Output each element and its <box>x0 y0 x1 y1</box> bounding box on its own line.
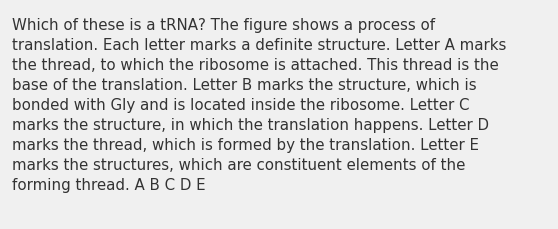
Text: Which of these is a tRNA? The figure shows a process of
translation. Each letter: Which of these is a tRNA? The figure sho… <box>12 18 506 193</box>
